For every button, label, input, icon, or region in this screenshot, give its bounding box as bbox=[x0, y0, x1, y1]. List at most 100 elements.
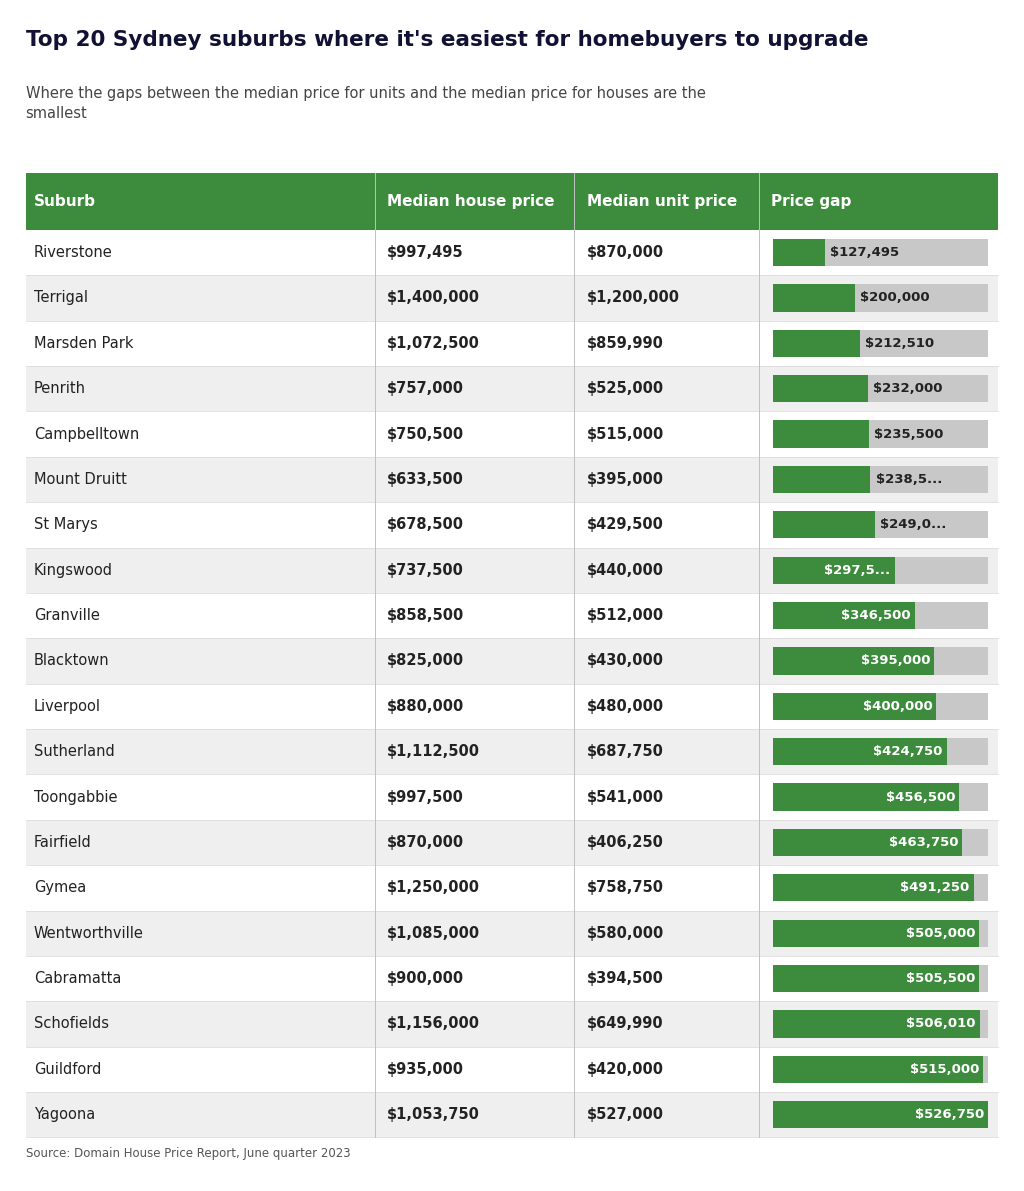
Text: $491,250: $491,250 bbox=[900, 881, 970, 894]
Text: Source: Domain House Price Report, June quarter 2023: Source: Domain House Price Report, June … bbox=[26, 1147, 350, 1160]
Text: $1,156,000: $1,156,000 bbox=[387, 1016, 480, 1031]
Text: $395,000: $395,000 bbox=[861, 654, 930, 667]
Text: $737,500: $737,500 bbox=[387, 562, 464, 578]
Text: $1,085,000: $1,085,000 bbox=[387, 925, 480, 941]
FancyBboxPatch shape bbox=[26, 457, 998, 503]
FancyBboxPatch shape bbox=[773, 556, 895, 584]
Text: Schofields: Schofields bbox=[34, 1016, 109, 1031]
Text: $200,000: $200,000 bbox=[860, 292, 930, 305]
FancyBboxPatch shape bbox=[26, 366, 998, 411]
FancyBboxPatch shape bbox=[773, 285, 855, 312]
Text: $1,250,000: $1,250,000 bbox=[387, 880, 480, 896]
Text: $127,495: $127,495 bbox=[830, 247, 899, 260]
Text: $687,750: $687,750 bbox=[587, 744, 664, 759]
FancyBboxPatch shape bbox=[26, 503, 998, 548]
Text: $429,500: $429,500 bbox=[587, 517, 664, 532]
FancyBboxPatch shape bbox=[773, 874, 988, 902]
Text: Yagoona: Yagoona bbox=[34, 1108, 95, 1122]
Text: Median unit price: Median unit price bbox=[587, 194, 737, 208]
FancyBboxPatch shape bbox=[773, 965, 980, 992]
Text: $430,000: $430,000 bbox=[587, 654, 664, 668]
FancyBboxPatch shape bbox=[773, 738, 946, 766]
Text: $512,000: $512,000 bbox=[587, 609, 664, 623]
FancyBboxPatch shape bbox=[773, 693, 936, 719]
Text: $1,400,000: $1,400,000 bbox=[387, 291, 480, 305]
Text: $525,000: $525,000 bbox=[587, 381, 664, 397]
Text: Terrigal: Terrigal bbox=[34, 291, 88, 305]
Text: Liverpool: Liverpool bbox=[34, 699, 100, 713]
Text: Fairfield: Fairfield bbox=[34, 835, 91, 850]
Text: $870,000: $870,000 bbox=[387, 835, 464, 850]
FancyBboxPatch shape bbox=[26, 684, 998, 729]
Text: $580,000: $580,000 bbox=[587, 925, 664, 941]
Text: $649,990: $649,990 bbox=[587, 1016, 664, 1031]
Text: $997,500: $997,500 bbox=[387, 790, 464, 805]
FancyBboxPatch shape bbox=[26, 1047, 998, 1092]
FancyBboxPatch shape bbox=[773, 1010, 980, 1037]
Text: $880,000: $880,000 bbox=[387, 699, 464, 713]
FancyBboxPatch shape bbox=[26, 1092, 998, 1137]
Text: $633,500: $633,500 bbox=[387, 472, 464, 487]
Text: $527,000: $527,000 bbox=[587, 1108, 664, 1122]
Text: $515,000: $515,000 bbox=[587, 426, 664, 442]
Text: $480,000: $480,000 bbox=[587, 699, 664, 713]
Text: $394,500: $394,500 bbox=[587, 971, 664, 986]
Text: Suburb: Suburb bbox=[34, 194, 96, 208]
FancyBboxPatch shape bbox=[26, 910, 998, 956]
Text: $1,053,750: $1,053,750 bbox=[387, 1108, 480, 1122]
FancyBboxPatch shape bbox=[26, 548, 998, 593]
Text: Campbelltown: Campbelltown bbox=[34, 426, 139, 442]
Text: $235,500: $235,500 bbox=[874, 428, 944, 441]
FancyBboxPatch shape bbox=[773, 420, 869, 448]
FancyBboxPatch shape bbox=[26, 774, 998, 819]
Text: $678,500: $678,500 bbox=[387, 517, 464, 532]
Text: $424,750: $424,750 bbox=[873, 746, 942, 759]
Text: $997,495: $997,495 bbox=[387, 245, 464, 260]
Text: $526,750: $526,750 bbox=[914, 1108, 984, 1121]
Text: $541,000: $541,000 bbox=[587, 790, 664, 805]
Text: Riverstone: Riverstone bbox=[34, 245, 113, 260]
FancyBboxPatch shape bbox=[773, 784, 959, 811]
Text: Median house price: Median house price bbox=[387, 194, 555, 208]
Text: $935,000: $935,000 bbox=[387, 1062, 464, 1077]
Text: Penrith: Penrith bbox=[34, 381, 86, 397]
Text: $758,750: $758,750 bbox=[587, 880, 664, 896]
Text: $858,500: $858,500 bbox=[387, 609, 464, 623]
FancyBboxPatch shape bbox=[773, 330, 860, 357]
FancyBboxPatch shape bbox=[773, 330, 988, 357]
FancyBboxPatch shape bbox=[773, 829, 988, 856]
Text: $515,000: $515,000 bbox=[910, 1062, 979, 1075]
FancyBboxPatch shape bbox=[773, 1102, 988, 1128]
Text: $400,000: $400,000 bbox=[862, 700, 932, 713]
Text: $406,250: $406,250 bbox=[587, 835, 664, 850]
Text: $232,000: $232,000 bbox=[872, 382, 942, 395]
FancyBboxPatch shape bbox=[773, 239, 825, 266]
FancyBboxPatch shape bbox=[26, 729, 998, 774]
Text: $456,500: $456,500 bbox=[886, 791, 955, 804]
FancyBboxPatch shape bbox=[26, 819, 998, 865]
FancyBboxPatch shape bbox=[773, 1055, 988, 1083]
FancyBboxPatch shape bbox=[26, 411, 998, 457]
FancyBboxPatch shape bbox=[26, 173, 998, 230]
FancyBboxPatch shape bbox=[773, 466, 870, 493]
FancyBboxPatch shape bbox=[773, 601, 988, 629]
FancyBboxPatch shape bbox=[773, 693, 988, 719]
Text: $249,0...: $249,0... bbox=[880, 518, 946, 531]
Text: $1,072,500: $1,072,500 bbox=[387, 336, 480, 351]
FancyBboxPatch shape bbox=[26, 956, 998, 1002]
FancyBboxPatch shape bbox=[773, 1010, 988, 1037]
Text: $238,5...: $238,5... bbox=[876, 473, 942, 486]
Text: Blacktown: Blacktown bbox=[34, 654, 110, 668]
Text: $212,510: $212,510 bbox=[865, 337, 934, 350]
Text: $346,500: $346,500 bbox=[841, 609, 910, 622]
FancyBboxPatch shape bbox=[773, 285, 988, 312]
Text: $506,010: $506,010 bbox=[906, 1017, 976, 1030]
FancyBboxPatch shape bbox=[773, 420, 988, 448]
Text: Where the gaps between the median price for units and the median price for house: Where the gaps between the median price … bbox=[26, 86, 706, 121]
FancyBboxPatch shape bbox=[773, 466, 988, 493]
FancyBboxPatch shape bbox=[26, 638, 998, 684]
Text: $1,200,000: $1,200,000 bbox=[587, 291, 680, 305]
Text: Mount Druitt: Mount Druitt bbox=[34, 472, 127, 487]
FancyBboxPatch shape bbox=[773, 784, 988, 811]
Text: Toongabbie: Toongabbie bbox=[34, 790, 118, 805]
